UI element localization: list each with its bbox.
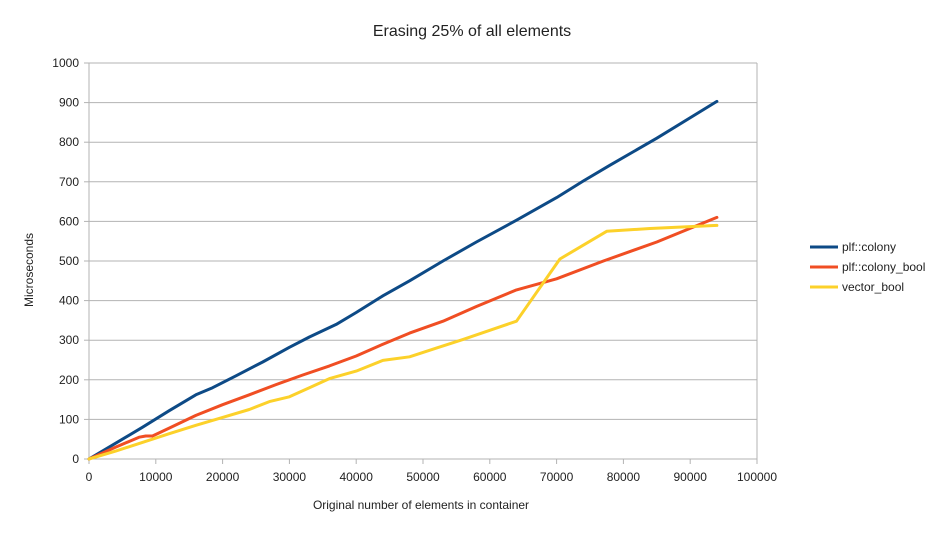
- x-tick-label: 100000: [737, 470, 777, 484]
- y-tick-label: 700: [59, 175, 79, 189]
- series-line-2: [87, 223, 719, 461]
- y-tick-label: 600: [59, 214, 79, 228]
- x-tick-label: 30000: [273, 470, 307, 484]
- y-tick-label: 300: [59, 333, 79, 347]
- y-tick-label: 900: [59, 96, 79, 110]
- series-lines: [87, 99, 719, 461]
- x-tick-label: 10000: [139, 470, 173, 484]
- series-line-0: [87, 99, 719, 461]
- y-tick-label: 500: [59, 254, 79, 268]
- x-tick-label: 90000: [674, 470, 708, 484]
- y-tick-label: 200: [59, 373, 79, 387]
- y-axis-label: Microseconds: [22, 233, 36, 307]
- legend-label: vector_bool: [842, 280, 904, 294]
- legend-label: plf::colony: [842, 240, 896, 254]
- chart-title: Erasing 25% of all elements: [373, 23, 571, 40]
- y-tick-label: 100: [59, 412, 79, 426]
- x-tick-label: 20000: [206, 470, 240, 484]
- y-tick-label: 800: [59, 135, 79, 149]
- x-tick-label: 80000: [607, 470, 641, 484]
- y-tick-label: 1000: [52, 56, 79, 70]
- gridlines: [89, 62, 757, 460]
- x-tick-label: 50000: [406, 470, 440, 484]
- y-tick-label: 0: [72, 452, 79, 466]
- y-tick-label: 400: [59, 294, 79, 308]
- x-tick-label: 70000: [540, 470, 574, 484]
- x-axis-label: Original number of elements in container: [313, 498, 529, 512]
- series-line-1: [87, 215, 719, 461]
- x-tick-label: 0: [86, 470, 93, 484]
- x-tick-label: 40000: [340, 470, 374, 484]
- legend-label: plf::colony_bool: [842, 260, 925, 274]
- x-tick-label: 60000: [473, 470, 507, 484]
